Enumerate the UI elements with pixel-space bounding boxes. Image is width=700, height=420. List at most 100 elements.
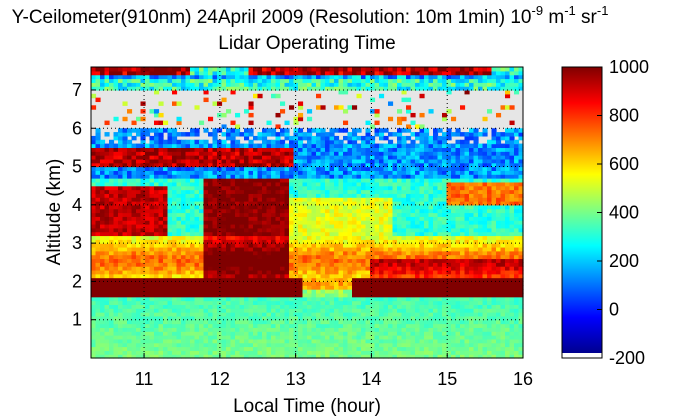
heatmap-cell	[230, 197, 236, 202]
heatmap-cell	[365, 273, 371, 279]
heatmap-cell	[388, 273, 394, 279]
heatmap-cell	[95, 254, 101, 260]
heatmap-cell	[194, 342, 200, 348]
heatmap-cell	[343, 250, 349, 256]
heatmap-cell	[361, 147, 367, 152]
heatmap-cell	[158, 243, 164, 248]
heatmap-cell	[262, 342, 268, 348]
heatmap-cell	[127, 289, 133, 294]
heatmap-cell	[203, 212, 209, 217]
heatmap-cell	[167, 254, 173, 260]
heatmap-cell	[410, 86, 416, 91]
heatmap-cell	[280, 67, 286, 72]
heatmap-cell	[95, 227, 101, 233]
heatmap-cell	[334, 300, 340, 305]
heatmap-cell	[208, 323, 214, 328]
heatmap-cell	[257, 269, 263, 275]
heatmap-cell	[190, 227, 196, 233]
heatmap-cell	[235, 227, 241, 233]
heatmap-cell	[325, 170, 331, 175]
heatmap-cell	[284, 204, 290, 210]
heatmap-cell	[275, 292, 281, 298]
heatmap-cell	[172, 223, 178, 229]
heatmap-cell	[176, 193, 182, 198]
heatmap-cell	[253, 304, 259, 309]
heatmap-cell	[190, 70, 196, 76]
heatmap-cell	[239, 250, 245, 256]
heatmap-cell	[113, 289, 119, 294]
heatmap-cell	[419, 304, 425, 309]
heatmap-cell	[397, 304, 403, 309]
heatmap-cell	[392, 331, 398, 336]
heatmap-cell	[266, 132, 272, 137]
heatmap-cell	[257, 327, 263, 332]
heatmap-cell	[208, 220, 214, 225]
heatmap-cell	[280, 335, 286, 340]
heatmap-cell	[325, 342, 331, 348]
heatmap-cell	[172, 315, 178, 321]
heatmap-cell	[316, 201, 322, 206]
heatmap-cell	[289, 147, 295, 152]
heatmap-cell	[235, 86, 241, 91]
heatmap-cell	[221, 147, 227, 152]
heatmap-cell	[226, 258, 232, 263]
heatmap-cell	[329, 223, 335, 229]
heatmap-cell	[406, 342, 412, 348]
heatmap-cell	[329, 266, 335, 271]
heatmap-cell	[352, 132, 358, 137]
heatmap-cell	[91, 246, 97, 252]
heatmap-cell	[230, 273, 236, 279]
heatmap-cell	[343, 308, 349, 313]
heatmap-cell	[163, 204, 169, 210]
heatmap-cell	[149, 82, 155, 87]
heatmap-cell	[329, 201, 335, 206]
heatmap-cell	[235, 296, 241, 302]
heatmap-cell	[91, 354, 97, 359]
heatmap-cell	[167, 162, 173, 168]
heatmap-cell	[149, 312, 155, 317]
heatmap-cell	[361, 185, 367, 191]
heatmap-cell	[244, 70, 250, 76]
heatmap-cell	[338, 227, 344, 233]
heatmap-cell	[95, 208, 101, 214]
heatmap-cell	[307, 220, 313, 225]
heatmap-cell	[428, 342, 434, 348]
heatmap-cell	[370, 147, 376, 152]
heatmap-cell	[158, 304, 164, 309]
heatmap-cell	[280, 331, 286, 336]
heatmap-cell	[118, 216, 124, 221]
heatmap-cell	[307, 335, 313, 340]
heatmap-cell	[311, 155, 317, 160]
heatmap-cell	[203, 354, 209, 359]
heatmap-cell	[208, 166, 214, 171]
heatmap-cell	[266, 289, 272, 294]
heatmap-cell	[388, 101, 394, 106]
heatmap-cell	[401, 331, 407, 336]
heatmap-cell	[311, 67, 317, 72]
heatmap-cell	[329, 231, 335, 237]
heatmap-cell	[199, 162, 205, 168]
heatmap-cell	[365, 78, 371, 83]
heatmap-cell	[415, 308, 421, 313]
heatmap-cell	[136, 185, 142, 191]
heatmap-cell	[271, 212, 277, 217]
heatmap-cell	[145, 86, 151, 91]
heatmap-cell	[199, 246, 205, 252]
heatmap-cell	[338, 350, 344, 355]
heatmap-cell	[302, 342, 308, 348]
heatmap-cell	[343, 201, 349, 206]
heatmap-cell	[145, 151, 151, 156]
heatmap-cell	[176, 285, 182, 290]
heatmap-cell	[275, 151, 281, 156]
heatmap-cell	[167, 197, 173, 202]
heatmap-cell	[253, 296, 259, 302]
heatmap-cell	[122, 285, 128, 290]
heatmap-cell	[257, 262, 263, 267]
heatmap-cell	[167, 338, 173, 344]
heatmap-cell	[289, 235, 295, 240]
heatmap-cell	[325, 331, 331, 336]
heatmap-cell	[230, 67, 236, 72]
heatmap-cell	[199, 296, 205, 302]
heatmap-cell	[298, 170, 304, 175]
heatmap-cell	[424, 162, 430, 168]
